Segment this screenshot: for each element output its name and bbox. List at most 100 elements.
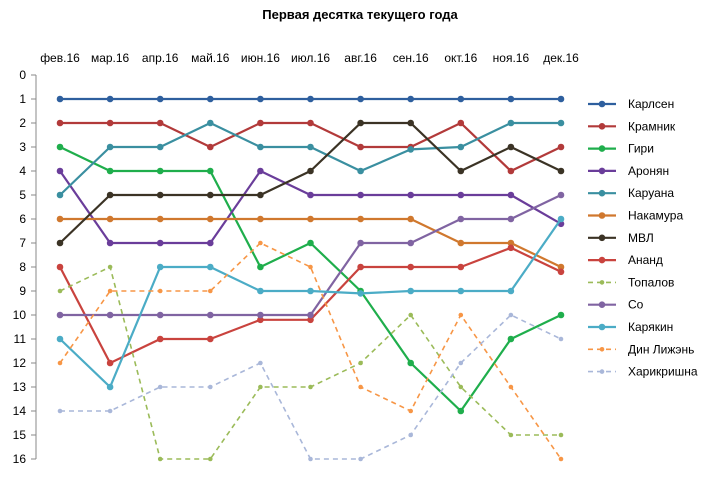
data-point	[207, 167, 214, 175]
data-point	[407, 191, 415, 199]
data-point	[457, 263, 465, 271]
series-line	[59, 121, 562, 244]
legend-swatch-marker	[598, 123, 606, 130]
data-point	[458, 360, 464, 366]
y-tick-label: 0	[19, 68, 26, 82]
series-0	[56, 95, 565, 103]
data-point	[507, 167, 515, 175]
data-point	[507, 244, 515, 252]
data-point	[558, 432, 564, 438]
data-point	[357, 167, 364, 175]
legend-item: Ананд	[588, 253, 663, 267]
data-point	[457, 95, 465, 103]
y-tick-label: 10	[13, 308, 27, 322]
data-point	[257, 167, 264, 175]
data-point	[106, 119, 114, 127]
legend-label: Ананд	[628, 253, 663, 267]
data-point	[207, 335, 214, 343]
data-point	[558, 456, 564, 462]
data-point	[207, 311, 214, 319]
data-point	[407, 263, 415, 271]
data-point	[408, 408, 414, 414]
legend-swatch-marker	[599, 369, 605, 374]
data-point	[56, 167, 64, 175]
data-point	[357, 143, 364, 151]
data-point	[457, 191, 465, 199]
y-tick-label: 7	[19, 236, 26, 250]
series-12	[57, 312, 564, 462]
data-point	[207, 119, 214, 127]
data-point	[258, 240, 263, 246]
legend-label: МВЛ	[628, 231, 654, 245]
x-tick-label: ноя.16	[493, 51, 530, 65]
series-11	[57, 240, 564, 462]
x-tick-label: сен.16	[393, 51, 429, 65]
data-point	[257, 143, 264, 151]
data-point	[407, 146, 415, 153]
data-point	[507, 143, 515, 151]
data-point	[156, 191, 164, 199]
data-point	[407, 239, 415, 247]
legend-item: МВЛ	[588, 231, 654, 245]
y-tick-label: 6	[19, 212, 26, 226]
x-tick-label: апр.16	[142, 51, 179, 65]
data-point	[507, 239, 515, 247]
series-6	[56, 119, 565, 247]
data-point	[307, 143, 314, 151]
legend-label: Крамник	[628, 119, 676, 133]
data-point	[257, 287, 264, 295]
data-point	[207, 191, 214, 199]
data-point	[106, 311, 114, 319]
y-tick-label: 8	[19, 260, 26, 274]
legend-swatch-marker	[599, 280, 605, 285]
data-point	[257, 263, 264, 271]
data-point	[56, 239, 64, 247]
data-point	[357, 215, 364, 223]
data-point	[106, 143, 114, 151]
data-point	[56, 335, 64, 343]
series-8	[57, 264, 564, 462]
legend-item: Гири	[588, 142, 654, 156]
y-tick-label: 4	[19, 164, 26, 178]
data-point	[507, 191, 515, 199]
legend-swatch-marker	[598, 256, 606, 264]
series-line	[59, 146, 562, 413]
data-point	[156, 95, 164, 103]
data-point	[157, 456, 163, 462]
series-3	[56, 167, 565, 247]
data-point	[507, 335, 515, 343]
data-point	[508, 432, 514, 438]
data-point	[357, 239, 364, 247]
legend-swatch-marker	[598, 301, 606, 309]
data-point	[407, 287, 415, 295]
data-point	[156, 215, 164, 223]
legend-label: Каруана	[628, 186, 674, 200]
data-point	[557, 311, 565, 319]
data-point	[106, 167, 114, 175]
data-point	[157, 384, 163, 390]
data-point	[557, 268, 565, 276]
data-point	[157, 288, 163, 294]
data-point	[106, 215, 114, 223]
data-point	[156, 311, 164, 319]
data-point	[358, 456, 363, 462]
series-line	[59, 242, 562, 460]
series-layer	[56, 95, 565, 462]
legend-item: Карякин	[588, 320, 673, 334]
series-line	[59, 266, 561, 460]
data-point	[357, 290, 364, 297]
x-tick-label: фев.16	[40, 51, 80, 65]
y-tick-label: 15	[13, 428, 27, 442]
x-tick-label: май.16	[191, 51, 230, 65]
legend-label: Топалов	[628, 275, 674, 289]
data-point	[557, 191, 565, 199]
data-point	[207, 263, 214, 271]
legend-label: Гири	[628, 142, 654, 156]
data-point	[457, 119, 465, 127]
legend-item: Крамник	[588, 119, 676, 133]
data-point	[156, 119, 164, 127]
data-point	[56, 311, 64, 319]
data-point	[307, 119, 314, 127]
legend-label: Карлсен	[628, 97, 674, 111]
legend-item: Харикришна	[588, 365, 698, 379]
